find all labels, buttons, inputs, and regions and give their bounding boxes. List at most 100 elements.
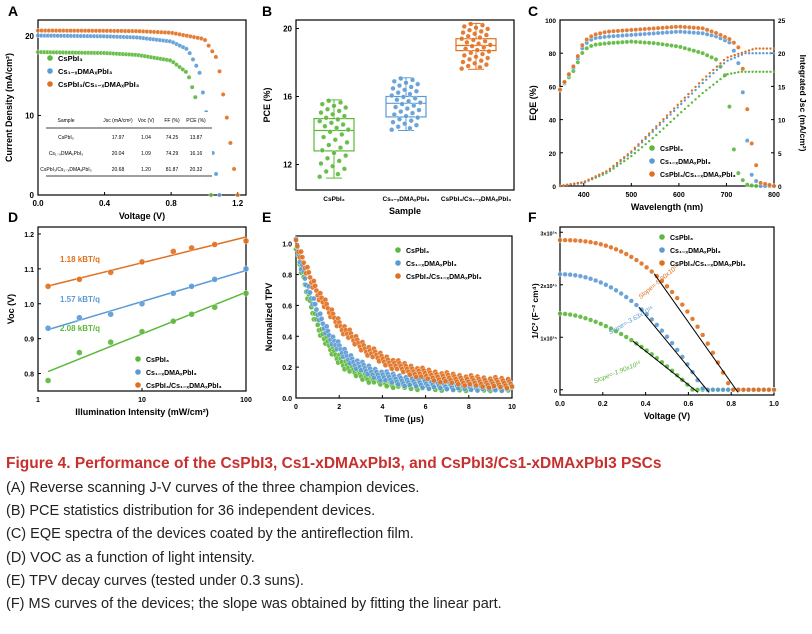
tick-label: 4 xyxy=(380,404,384,411)
jsc-point xyxy=(655,125,658,128)
jsc-point xyxy=(751,52,754,55)
jsc-point xyxy=(754,52,758,55)
jsc-point xyxy=(647,139,651,143)
ms-point xyxy=(608,284,614,291)
pce-point xyxy=(486,48,492,55)
ms-point xyxy=(608,325,614,332)
pce-point xyxy=(335,171,341,177)
pce-point xyxy=(390,85,396,92)
eqe-point xyxy=(602,34,607,40)
caption-line-a: (A) Reverse scanning J-V curves of the t… xyxy=(6,480,420,496)
caption-line-b: (B) PCE statistics distribution for 36 i… xyxy=(6,503,376,520)
pce-point xyxy=(396,116,403,122)
jsc-point xyxy=(762,70,765,73)
eqe-point xyxy=(727,104,732,110)
jsc-point xyxy=(751,70,754,73)
jsc-point xyxy=(676,103,679,107)
legend-label: CsPbI₃ xyxy=(670,235,693,242)
jv-point xyxy=(197,70,202,76)
pce-point xyxy=(326,142,332,148)
jsc-point xyxy=(762,47,765,50)
panel-letter: C xyxy=(528,3,538,19)
ms-point xyxy=(700,332,706,338)
eqe-point xyxy=(620,33,625,38)
pce-point xyxy=(477,64,483,70)
eqe-point xyxy=(695,30,701,36)
pce-point xyxy=(408,84,414,90)
jsc-point xyxy=(683,99,687,102)
jsc-point xyxy=(765,70,769,73)
eqe-point xyxy=(642,31,648,37)
eqe-point xyxy=(642,40,648,45)
eqe-point xyxy=(758,180,764,186)
ms-point xyxy=(756,387,762,393)
tick-label: 600 xyxy=(673,192,685,199)
jsc-point xyxy=(601,171,604,175)
y-axis-label: Voc (V) xyxy=(6,294,16,324)
tick-label: 10 xyxy=(138,397,146,404)
ms-point xyxy=(623,251,629,257)
ms-point xyxy=(715,387,721,393)
jsc-point xyxy=(615,164,619,168)
tick-label: 0.0 xyxy=(555,401,565,408)
pce-point xyxy=(477,34,483,41)
eqe-point xyxy=(566,71,572,77)
eqe-point xyxy=(597,35,603,40)
eqe-point xyxy=(691,48,697,54)
ms-point xyxy=(761,387,767,393)
ms-point xyxy=(633,302,640,308)
jv-point xyxy=(177,64,182,70)
eqe-point xyxy=(624,27,630,33)
jsc-point xyxy=(623,159,626,163)
pce-point xyxy=(327,129,333,135)
ms-point xyxy=(562,237,568,243)
jv-point xyxy=(192,94,198,100)
eqe-point xyxy=(611,40,616,46)
eqe-point xyxy=(686,29,692,35)
pce-point xyxy=(344,139,350,146)
category-label: CsPbI₃ xyxy=(323,196,344,203)
pce-point xyxy=(339,131,345,138)
eqe-point xyxy=(673,24,679,30)
legend-label: Cs₁₋ₓDMAₓPbI₃ xyxy=(660,159,711,166)
pce-point xyxy=(407,125,413,131)
tick-label: 0.2 xyxy=(598,401,608,408)
pce-point xyxy=(461,52,467,59)
pce-point xyxy=(416,107,422,113)
eqe-point xyxy=(664,42,670,48)
voc-point xyxy=(211,276,218,283)
jsc-point xyxy=(772,70,776,73)
tpv-point xyxy=(317,310,324,317)
legend-label: CsPbI₃ xyxy=(146,357,169,364)
ms-point xyxy=(557,311,563,317)
eqe-point xyxy=(700,30,706,36)
jsc-point xyxy=(626,153,629,156)
jsc-point xyxy=(722,62,726,65)
jsc-point xyxy=(690,92,694,95)
eqe-point xyxy=(651,30,657,36)
legend-marker xyxy=(47,81,53,87)
tick-label: 1.2 xyxy=(24,232,34,239)
y-axis-label: EQE (%) xyxy=(528,85,538,121)
ms-point xyxy=(562,271,568,277)
voc-point xyxy=(188,311,195,318)
tpv-point xyxy=(437,385,444,392)
eqe-point xyxy=(633,27,639,33)
jsc-point xyxy=(662,120,665,123)
jsc-point xyxy=(737,71,740,74)
pce-point xyxy=(318,110,324,116)
voc-point xyxy=(107,338,114,346)
jv-point xyxy=(193,63,199,69)
eqe-point xyxy=(628,39,634,44)
pce-point xyxy=(406,98,412,104)
table-cell: 16.16 xyxy=(190,151,203,157)
jsc-point xyxy=(701,81,704,85)
table-cell: 74.25 xyxy=(166,135,179,141)
caption-title: Figure 4. Performance of the CsPbI3, Cs1… xyxy=(6,455,662,472)
jv-point xyxy=(202,37,208,43)
pce-point xyxy=(317,174,323,180)
plot-frame xyxy=(37,19,247,196)
eqe-point xyxy=(646,40,652,46)
ms-point xyxy=(766,387,772,393)
